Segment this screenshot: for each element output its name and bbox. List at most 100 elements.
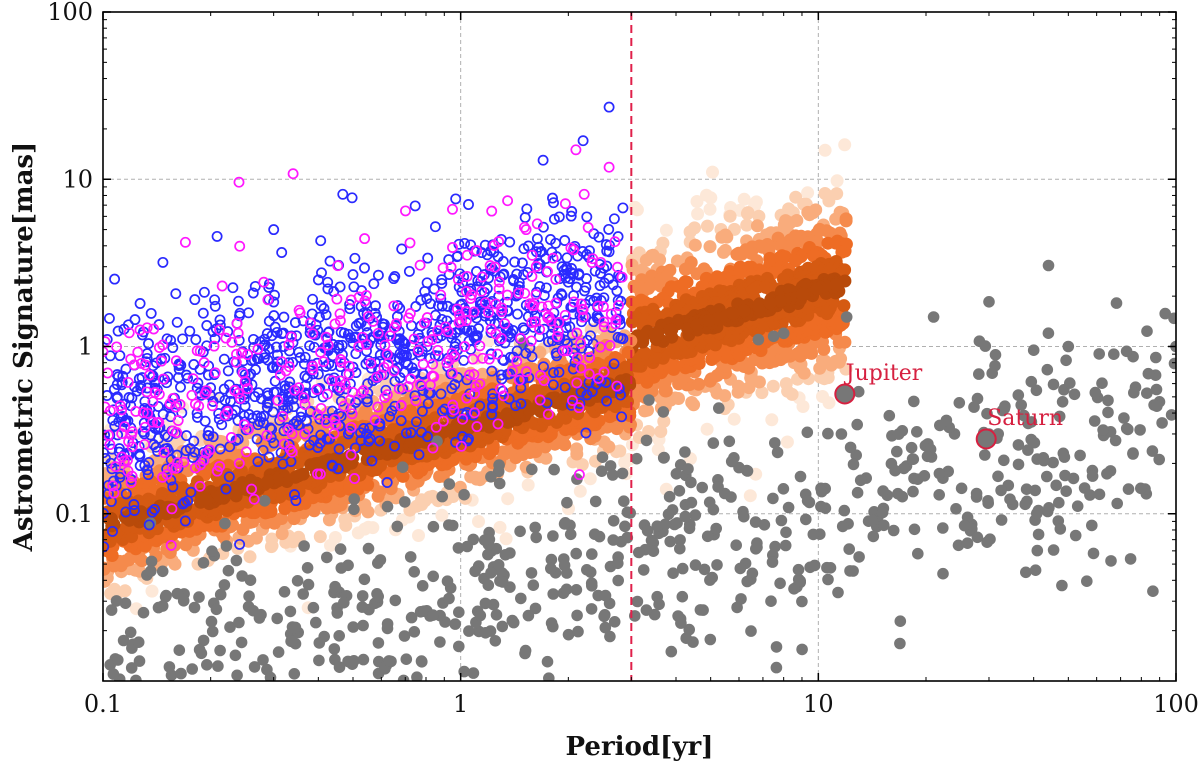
blue-open-point: [575, 386, 587, 398]
magenta-open-point: [493, 283, 505, 295]
known-planet-point: [235, 636, 248, 649]
magenta-open-point: [519, 221, 530, 233]
magenta-open-point: [239, 376, 251, 388]
x-tick-label: 0.1: [84, 690, 122, 718]
blue-open-point: [553, 211, 565, 223]
magenta-open-point: [372, 327, 384, 339]
known-planet-point: [1071, 500, 1084, 512]
density-point: [555, 395, 569, 409]
density-point: [755, 386, 769, 400]
blue-open-point: [415, 426, 427, 438]
known-planet-point: [356, 601, 369, 613]
blue-open-point: [515, 398, 527, 410]
magenta-open-point: [604, 340, 616, 351]
known-planet-point: [572, 625, 584, 638]
density-point: [498, 411, 512, 425]
magenta-open-point: [558, 345, 569, 357]
magenta-open-point: [551, 331, 563, 342]
magenta-open-point: [379, 339, 391, 351]
magenta-open-point: [493, 236, 505, 248]
known-planet-point: [1150, 383, 1163, 396]
blue-open-point: [171, 449, 183, 461]
known-planet-point: [218, 579, 231, 591]
magenta-open-point: [204, 444, 216, 456]
magenta-open-point: [515, 332, 527, 344]
magenta-open-point: [465, 293, 477, 304]
known-planet-point: [698, 563, 711, 576]
blue-open-point: [175, 381, 186, 393]
known-planet-point: [186, 663, 198, 675]
blue-open-point: [435, 293, 447, 305]
magenta-open-point: [186, 389, 198, 401]
blue-open-point: [238, 393, 250, 405]
blue-open-point: [520, 347, 532, 359]
magenta-open-point: [611, 380, 623, 392]
magenta-open-point: [441, 357, 453, 369]
blue-open-point: [136, 372, 148, 384]
known-planet-point: [1108, 348, 1120, 361]
known-planet-point: [674, 534, 686, 546]
known-planet-point: [389, 594, 402, 607]
blue-open-point: [487, 388, 499, 400]
known-planet-point: [808, 559, 821, 572]
known-planet-point: [1027, 344, 1040, 357]
known-planet-point: [333, 630, 346, 642]
magenta-open-point: [139, 438, 151, 450]
density-point: [700, 422, 714, 436]
blue-open-point: [429, 221, 441, 233]
known-planet-point: [335, 562, 348, 574]
known-planet-point: [1122, 483, 1135, 495]
blue-open-point: [403, 265, 415, 277]
blue-open-point: [268, 224, 280, 236]
blue-open-point: [157, 408, 169, 420]
known-planet-point: [1093, 488, 1106, 501]
known-planet-point: [1165, 409, 1176, 421]
known-planet-point: [878, 519, 890, 532]
known-planet-point: [272, 646, 285, 658]
known-planet-point: [338, 596, 350, 609]
blue-open-point: [269, 321, 281, 333]
density-point: [275, 512, 289, 525]
known-planet-point: [307, 601, 320, 614]
magenta-open-point: [489, 261, 501, 273]
magenta-open-point: [110, 461, 122, 473]
magenta-open-point: [139, 421, 151, 433]
blue-open-point: [566, 206, 578, 217]
magenta-open-point: [534, 323, 546, 335]
blue-open-point: [184, 325, 196, 337]
magenta-open-point: [130, 405, 142, 417]
known-planet-point: [133, 655, 146, 667]
blue-open-point: [138, 428, 150, 440]
known-planet-point: [840, 311, 853, 323]
known-planet-point: [1062, 340, 1075, 353]
blue-open-point: [202, 369, 214, 381]
blue-open-point: [494, 271, 506, 283]
magenta-open-point: [543, 310, 555, 322]
known-planet-point: [588, 528, 601, 540]
density-point: [261, 475, 274, 489]
blue-open-point: [149, 375, 161, 387]
density-point: [688, 238, 702, 252]
magenta-open-point: [187, 373, 199, 385]
known-planet-point: [794, 470, 807, 483]
blue-open-point: [372, 269, 384, 281]
magenta-open-point: [404, 237, 416, 249]
known-planet-point: [391, 520, 404, 533]
blue-open-point: [580, 427, 592, 439]
blue-open-point: [556, 289, 568, 301]
magenta-open-point: [430, 421, 442, 433]
known-planet-point: [248, 661, 261, 673]
known-planet-point: [1060, 354, 1072, 367]
magenta-open-point: [492, 348, 504, 360]
known-planet-point: [310, 616, 322, 629]
known-planet-point: [1056, 579, 1068, 592]
magenta-open-point: [526, 249, 538, 261]
blue-open-point: [108, 383, 120, 395]
magenta-open-point: [571, 352, 583, 364]
known-planet-point: [1111, 497, 1123, 510]
known-planet-point: [1068, 388, 1081, 401]
magenta-open-point: [360, 290, 372, 301]
density-point: [720, 230, 734, 244]
known-planet-point: [427, 520, 440, 533]
magenta-open-point: [598, 316, 610, 328]
